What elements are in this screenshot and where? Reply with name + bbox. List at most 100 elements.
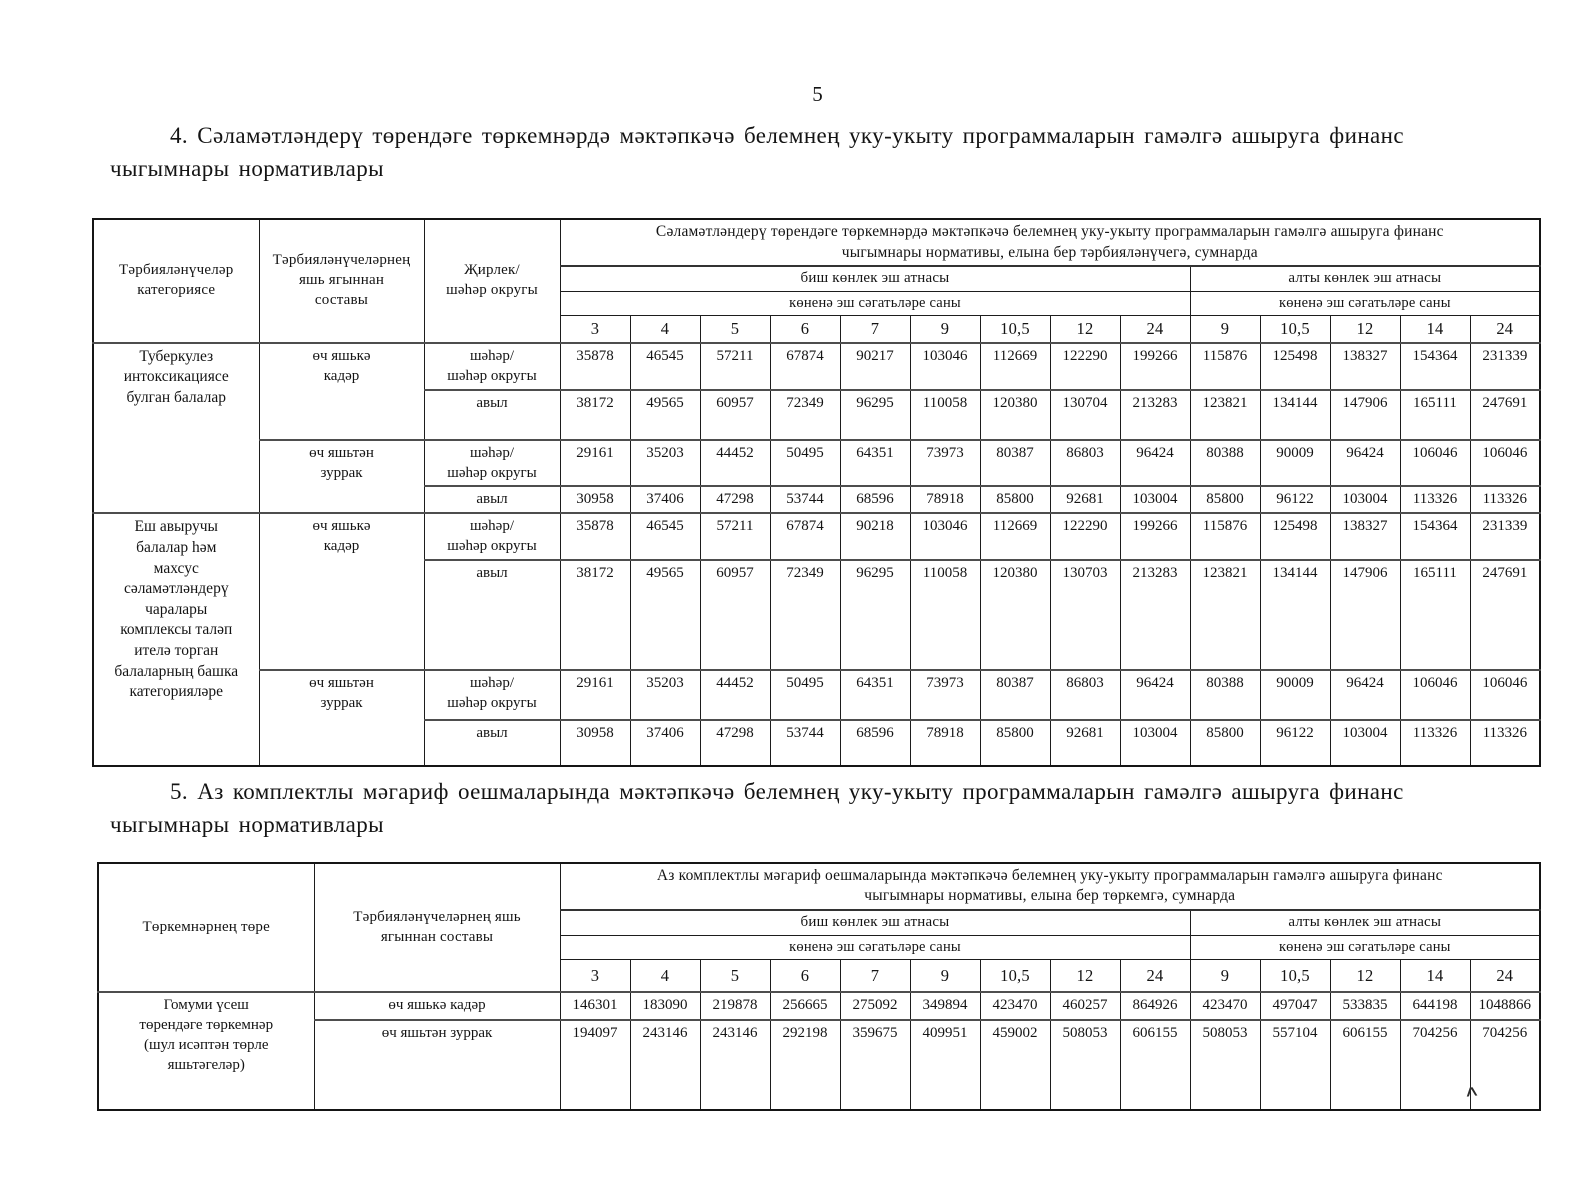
value-cell: 113326 <box>1399 719 1471 767</box>
value-cell: 112669 <box>979 512 1051 561</box>
hours-col-header: 24 <box>1469 958 1541 993</box>
value-cell: 85800 <box>979 719 1051 767</box>
group-type-column-header: Төркемнәрнең төре <box>97 862 315 993</box>
value-cell: 96424 <box>1119 669 1191 721</box>
hours-col-header: 9 <box>909 314 981 344</box>
value-cell: 130703 <box>1049 559 1121 671</box>
value-cell: 497047 <box>1259 991 1331 1021</box>
value-cell: 138327 <box>1329 512 1401 561</box>
value-cell: 292198 <box>769 1019 841 1111</box>
value-cell: 349894 <box>909 991 981 1021</box>
hours-col-header: 24 <box>1119 314 1191 344</box>
value-cell: 90217 <box>839 341 911 391</box>
hours-col-header: 14 <box>1399 314 1471 344</box>
value-cell: 78918 <box>909 485 981 514</box>
value-cell: 123821 <box>1189 388 1261 441</box>
value-cell: 49565 <box>629 559 701 671</box>
value-cell: 53744 <box>769 485 841 514</box>
age-group-cell: өч яшьтән зуррак <box>258 438 425 514</box>
value-cell: 80388 <box>1189 669 1261 721</box>
header-row: көненә эш сәгатьләре саны көненә эш сәга… <box>98 934 1541 960</box>
value-cell: 122290 <box>1049 512 1121 561</box>
value-cell: 1048866 <box>1469 991 1541 1021</box>
value-cell: 72349 <box>769 559 841 671</box>
locality-cell: шәһәр/ шәһәр округы <box>423 341 561 391</box>
value-cell: 60957 <box>699 388 771 441</box>
norm-title-header: Сәламәтләндерү төрендәге төркемнәрдә мәк… <box>559 218 1541 267</box>
value-cell: 115876 <box>1189 512 1261 561</box>
value-cell: 92681 <box>1049 485 1121 514</box>
header-row: Төркемнәрнең төре Тәрбияләнүчеләрнең яшь… <box>97 862 1541 993</box>
value-cell: 243146 <box>699 1019 771 1111</box>
page-number: 5 <box>812 82 823 106</box>
locality-column-header: Җирлек/ шәһәр округы <box>423 218 561 344</box>
value-cell: 85800 <box>1189 719 1261 767</box>
value-cell: 644198 <box>1399 991 1471 1021</box>
table-body: Туберкулез интоксикациясе булган балалар… <box>92 341 1541 767</box>
section-5-heading: 5. Аз комплектлы мәгариф оешмаларында мә… <box>110 779 1404 838</box>
locality-cell: авыл <box>423 485 561 514</box>
hours-col-header: 4 <box>629 314 701 344</box>
value-cell: 247691 <box>1469 559 1541 671</box>
category-column-header: Тәрбияләнүчеләр категориясе <box>92 218 260 344</box>
value-cell: 243146 <box>629 1019 701 1111</box>
hours-col-header: 14 <box>1399 958 1471 993</box>
value-cell: 106046 <box>1469 669 1541 721</box>
value-cell: 359675 <box>839 1019 911 1111</box>
value-cell: 213283 <box>1119 388 1191 441</box>
value-cell: 37406 <box>629 719 701 767</box>
value-cell: 49565 <box>629 388 701 441</box>
hours-col-header: 5 <box>699 314 771 344</box>
value-cell: 35878 <box>559 341 631 391</box>
value-cell: 78918 <box>909 719 981 767</box>
value-cell: 96424 <box>1119 438 1191 487</box>
value-cell: 247691 <box>1469 388 1541 441</box>
value-cell: 219878 <box>699 991 771 1021</box>
value-cell: 92681 <box>1049 719 1121 767</box>
value-cell: 103046 <box>909 512 981 561</box>
value-cell: 138327 <box>1329 341 1401 391</box>
value-cell: 199266 <box>1119 341 1191 391</box>
age-group-cell: өч яшьтән зуррак <box>258 669 425 767</box>
value-cell: 125498 <box>1259 341 1331 391</box>
hours-col-header: 6 <box>769 314 841 344</box>
value-cell: 90009 <box>1259 669 1331 721</box>
age-column-header: Тәрбияләнүчеләрнең яшь ягыннан составы <box>258 218 425 344</box>
value-cell: 112669 <box>979 341 1051 391</box>
hours-col-header: 24 <box>1119 958 1191 993</box>
value-cell: 147906 <box>1329 388 1401 441</box>
value-cell: 35878 <box>559 512 631 561</box>
locality-cell: авыл <box>423 559 561 671</box>
value-cell: 35203 <box>629 669 701 721</box>
value-cell: 154364 <box>1399 512 1471 561</box>
value-cell: 38172 <box>559 559 631 671</box>
value-cell: 103004 <box>1329 719 1401 767</box>
hours-col-header: 12 <box>1049 314 1121 344</box>
value-cell: 86803 <box>1049 669 1121 721</box>
value-cell: 96424 <box>1329 669 1401 721</box>
age-group-cell: өч яшькә кадәр <box>313 991 561 1021</box>
value-cell: 103004 <box>1119 719 1191 767</box>
table-row: Гомуми үсеш төрендәге төркемнәр (шул исә… <box>97 991 1541 1111</box>
value-cell: 86803 <box>1049 438 1121 487</box>
value-cell: 80388 <box>1189 438 1261 487</box>
hours-col-header: 9 <box>1189 314 1261 344</box>
age-group-cell: өч яшькә кадәр <box>258 512 425 671</box>
value-cell: 46545 <box>629 341 701 391</box>
category-cell: Туберкулез интоксикациясе булган балалар <box>92 341 260 514</box>
value-cell: 85800 <box>979 485 1051 514</box>
value-cell: 96295 <box>839 559 911 671</box>
hours-per-day-header: көненә эш сәгатьләре саны <box>1189 290 1541 316</box>
value-cell: 68596 <box>839 719 911 767</box>
value-cell: 96295 <box>839 388 911 441</box>
value-cell: 53744 <box>769 719 841 767</box>
value-cell: 29161 <box>559 669 631 721</box>
table-row: өч яшьтән зуррак 194097 243146 243146 29219… <box>98 1019 1541 1111</box>
value-cell: 147906 <box>1329 559 1401 671</box>
hours-col-header: 9 <box>1189 958 1261 993</box>
age-column-header: Тәрбияләнүчеләрнең яшь ягыннан составы <box>313 862 561 993</box>
value-cell: 47298 <box>699 719 771 767</box>
table-row: өч яшьтән зуррак шәһәр/ шәһәр округы 291… <box>93 669 1541 767</box>
header-row: 3 4 5 6 7 9 10,5 12 24 9 10,5 12 14 24 <box>98 958 1541 993</box>
value-cell: 256665 <box>769 991 841 1021</box>
